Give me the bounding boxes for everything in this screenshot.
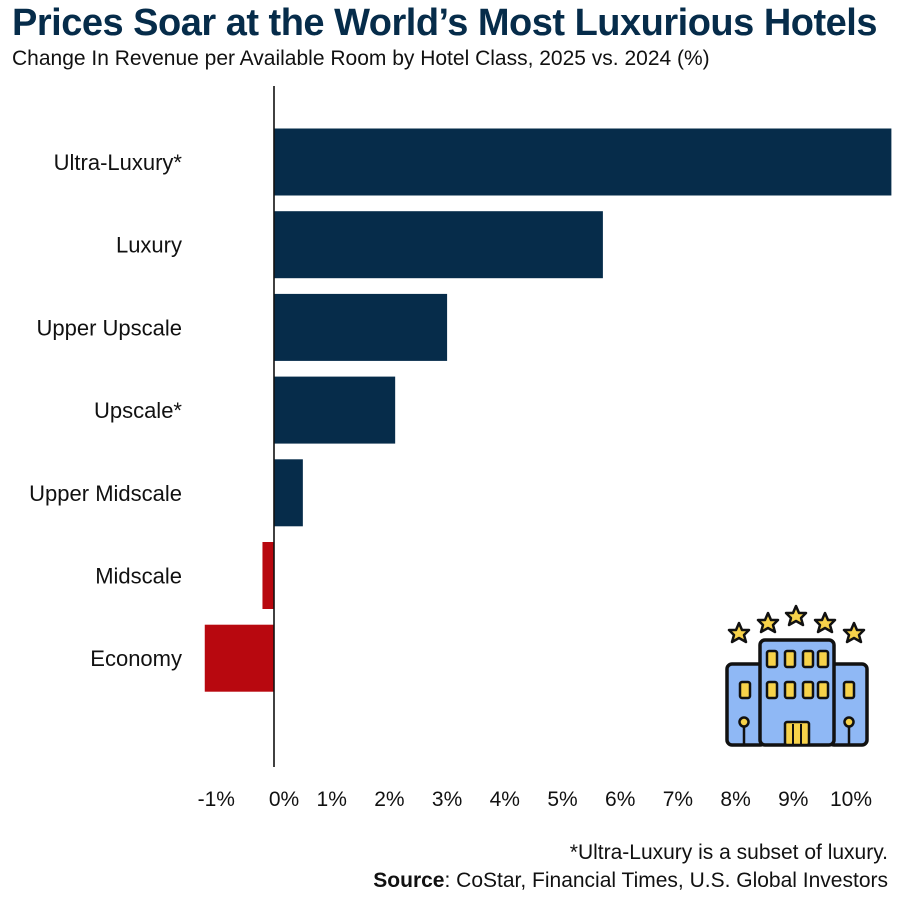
footnote: *Ultra-Luxury is a subset of luxury.: [569, 841, 888, 864]
source-label: Source: [373, 869, 445, 892]
category-label: Upper Upscale: [36, 315, 182, 340]
bar-upscale: [274, 376, 396, 444]
x-tick-label: 4%: [490, 788, 520, 811]
star-icon: [756, 611, 780, 634]
x-tick-label: 0%: [269, 788, 299, 811]
x-tick-label: 7%: [663, 788, 693, 811]
bar-economy: [204, 624, 274, 692]
x-tick-labels: -1% 0% 1% 2% 3% 4% 5% 6% 7% 8% 9% 10%: [198, 788, 872, 811]
bar-midscale: [262, 542, 274, 609]
x-tick-label: 8%: [720, 788, 750, 811]
category-label: Ultra-Luxury*: [54, 150, 183, 175]
chart-subtitle: Change In Revenue per Available Room by …: [12, 47, 710, 70]
star-icon: [813, 611, 837, 634]
hotel-building-icon: [725, 604, 869, 747]
x-tick-label: 2%: [374, 788, 404, 811]
bar-upper-upscale: [274, 293, 448, 361]
x-tick-label: 9%: [778, 788, 808, 811]
bar-upper-midscale: [274, 459, 303, 527]
x-tick-label: 1%: [317, 788, 347, 811]
x-tick-label: 3%: [432, 788, 462, 811]
chart-title: Prices Soar at the World’s Most Luxuriou…: [12, 2, 877, 44]
x-tick-label: 6%: [605, 788, 635, 811]
source-note: Source: CoStar, Financial Times, U.S. Gl…: [373, 869, 888, 893]
category-labels: Ultra-Luxury* Luxury Upper Upscale Upscale*…: [29, 150, 182, 671]
x-tick-label: -1%: [198, 788, 235, 811]
category-label: Economy: [90, 646, 182, 671]
category-label: Midscale: [95, 564, 182, 589]
category-label: Upper Midscale: [29, 481, 182, 506]
source-text: : CoStar, Financial Times, U.S. Global I…: [444, 869, 888, 892]
bar-luxury: [274, 211, 603, 279]
category-label: Upscale*: [94, 398, 182, 423]
star-icon: [727, 621, 751, 644]
star-icon: [784, 604, 808, 627]
bar-ultra-luxury: [274, 128, 892, 196]
x-tick-label: 5%: [547, 788, 577, 811]
bars-group: [204, 128, 892, 692]
x-tick-label: 10%: [830, 788, 872, 811]
category-label: Luxury: [116, 233, 182, 258]
star-icon: [842, 621, 866, 644]
